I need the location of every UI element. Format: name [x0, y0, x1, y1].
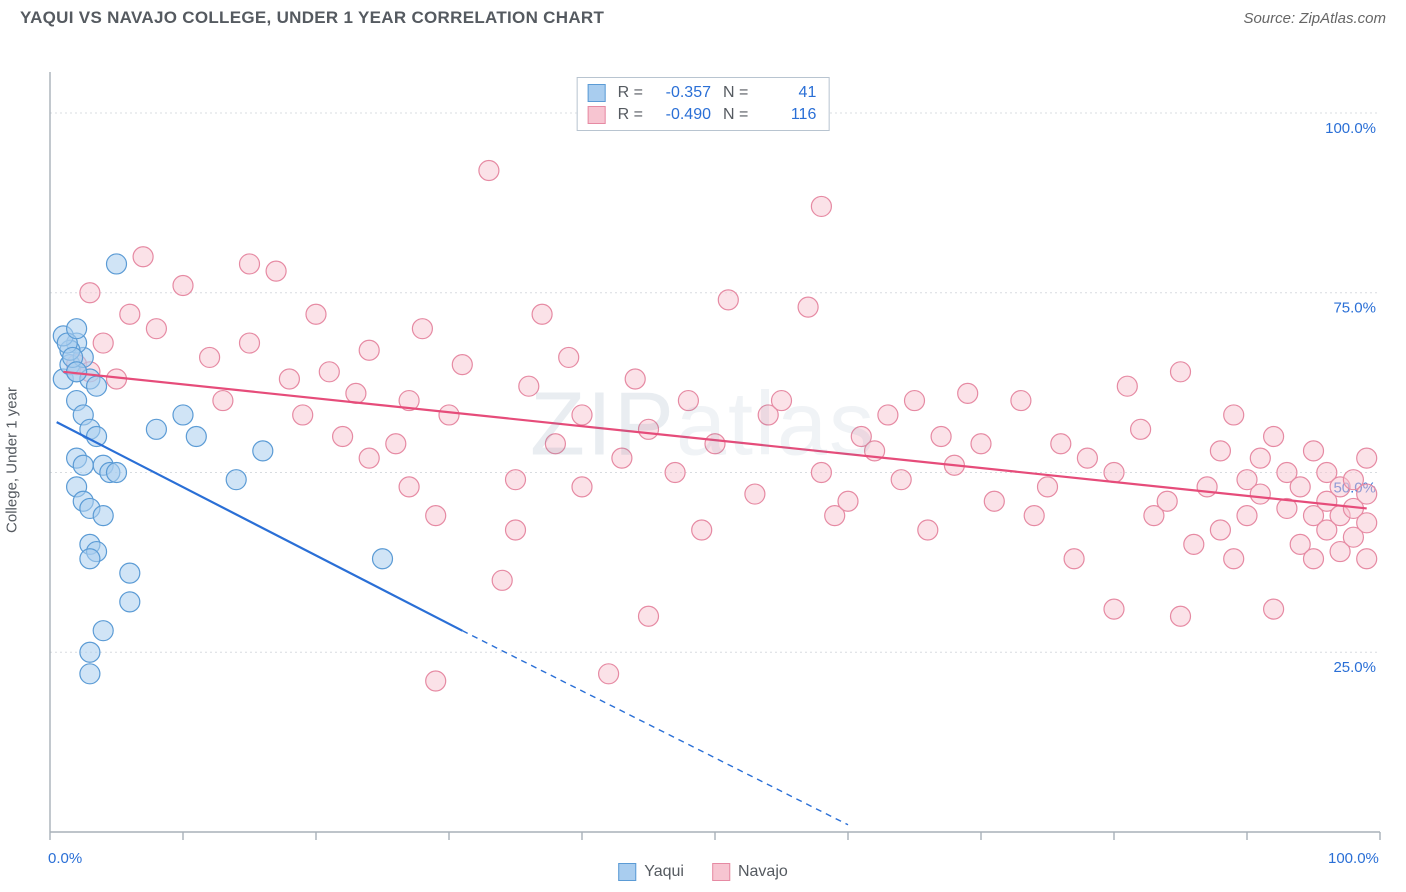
- legend-item-yaqui: Yaqui: [618, 863, 684, 881]
- swatch-yaqui: [588, 84, 606, 102]
- n-value-navajo: 116: [756, 104, 816, 126]
- stats-legend-box: R = -0.357 N = 41 R = -0.490 N = 116: [577, 77, 830, 131]
- svg-text:100.0%: 100.0%: [1325, 120, 1376, 137]
- r-value-yaqui: -0.357: [651, 82, 711, 104]
- n-value-yaqui: 41: [756, 82, 816, 104]
- stats-row-navajo: R = -0.490 N = 116: [588, 104, 817, 126]
- scatter-plot: 25.0%50.0%75.0%100.0%: [0, 32, 1406, 887]
- svg-text:25.0%: 25.0%: [1333, 659, 1376, 676]
- y-axis-label: College, Under 1 year: [4, 387, 21, 533]
- swatch-navajo: [588, 106, 606, 124]
- legend-bottom: Yaqui Navajo: [618, 863, 788, 881]
- stats-row-yaqui: R = -0.357 N = 41: [588, 82, 817, 104]
- chart-header: YAQUI VS NAVAJO COLLEGE, UNDER 1 YEAR CO…: [0, 0, 1406, 32]
- legend-item-navajo: Navajo: [712, 863, 788, 881]
- legend-swatch-navajo: [712, 863, 730, 881]
- r-value-navajo: -0.490: [651, 104, 711, 126]
- source-attribution: Source: ZipAtlas.com: [1243, 10, 1386, 27]
- x-axis-max-label: 100.0%: [1328, 850, 1379, 867]
- svg-text:75.0%: 75.0%: [1333, 300, 1376, 317]
- x-axis-min-label: 0.0%: [48, 850, 82, 867]
- chart-title: YAQUI VS NAVAJO COLLEGE, UNDER 1 YEAR CO…: [20, 8, 604, 28]
- legend-swatch-yaqui: [618, 863, 636, 881]
- chart-container: 25.0%50.0%75.0%100.0% College, Under 1 y…: [0, 32, 1406, 887]
